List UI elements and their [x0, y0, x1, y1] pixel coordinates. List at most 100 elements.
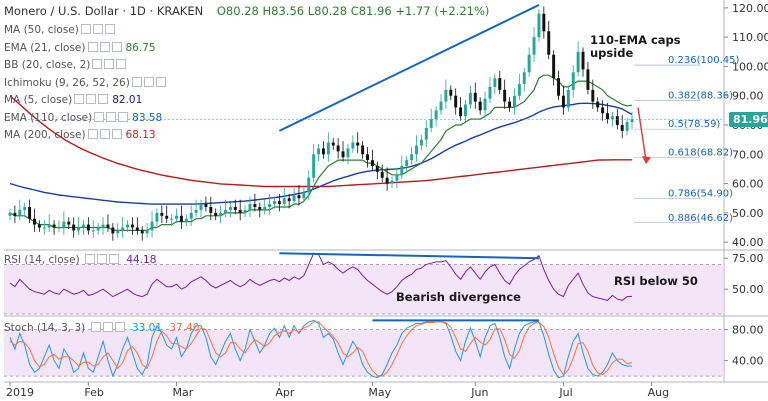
- close-icon[interactable]: [118, 111, 129, 122]
- interval-label[interactable]: 1D: [129, 4, 146, 18]
- candle-body: [370, 160, 374, 166]
- settings-icon[interactable]: [143, 76, 154, 87]
- settings-icon[interactable]: [99, 41, 110, 52]
- candle-body: [439, 101, 443, 111]
- candle-body: [601, 107, 605, 114]
- eye-icon[interactable]: [97, 254, 108, 264]
- close-icon[interactable]: [111, 41, 122, 52]
- candle-body: [615, 116, 619, 125]
- legend-row[interactable]: MA (50, close): [4, 24, 115, 36]
- time-tick-label: May: [368, 386, 391, 399]
- candle-body: [454, 95, 458, 108]
- rsi-tick-label: 75.00: [732, 252, 764, 265]
- close-icon[interactable]: [104, 24, 115, 34]
- candle-body: [552, 54, 556, 79]
- legend-label: Ichimoku (9, 26, 52, 26): [4, 76, 130, 89]
- settings-icon[interactable]: [106, 111, 117, 122]
- candle-body: [96, 227, 100, 231]
- candle-body: [512, 95, 516, 108]
- candle-body: [576, 51, 580, 73]
- eye-icon[interactable]: [94, 111, 105, 122]
- candlesticks: [8, 6, 634, 241]
- legend-label: MA (50, close): [4, 24, 79, 36]
- settings-icon[interactable]: [90, 322, 101, 332]
- legend-row[interactable]: Ichimoku (9, 26, 52, 26): [4, 76, 166, 89]
- candle-body: [282, 198, 286, 205]
- candle-body: [233, 207, 237, 210]
- close-icon[interactable]: [111, 129, 122, 139]
- symbol-title[interactable]: Monero / U.S. Dollar · 1D · KRAKEN: [4, 4, 204, 18]
- eye-icon[interactable]: [80, 24, 91, 34]
- stoch-k-line: [9, 319, 633, 379]
- close-icon[interactable]: [155, 76, 166, 87]
- candle-body: [253, 204, 257, 207]
- candle-body: [18, 209, 22, 216]
- candle-body: [258, 207, 262, 210]
- candle-body: [503, 89, 507, 102]
- legend-value: 68.13: [125, 129, 156, 141]
- candle-body: [395, 174, 399, 181]
- candle-body: [47, 224, 51, 228]
- eye-icon[interactable]: [87, 41, 98, 52]
- indicator-bands: [4, 263, 724, 377]
- stoch-band: [4, 329, 724, 377]
- close-icon[interactable]: [116, 59, 127, 69]
- settings-icon[interactable]: [99, 129, 110, 139]
- candle-body: [165, 215, 169, 219]
- fib-level-label: 0.618(68.82): [668, 148, 733, 159]
- candle-body: [464, 104, 467, 117]
- candle-body: [81, 224, 85, 228]
- stoch-d-value: 37.40: [169, 322, 200, 334]
- candle-body: [135, 227, 139, 231]
- candle-body: [351, 142, 355, 149]
- settings-icon[interactable]: [85, 254, 96, 264]
- candle-body: [8, 212, 12, 216]
- close-icon[interactable]: [98, 94, 109, 104]
- candle-body: [307, 177, 311, 193]
- settings-icon[interactable]: [92, 24, 103, 34]
- time-tick-label: 2019: [6, 386, 34, 399]
- candle-body: [326, 142, 330, 155]
- eye-icon[interactable]: [87, 129, 98, 139]
- price-tick-label: 60.00: [732, 178, 764, 191]
- close-icon[interactable]: [109, 254, 120, 264]
- candle-body: [434, 110, 438, 120]
- candle-body: [238, 209, 242, 213]
- candle-body: [77, 227, 81, 231]
- candle-body: [356, 142, 360, 146]
- candle-body: [126, 224, 130, 228]
- rsi-band: [4, 264, 724, 314]
- exchange-label: KRAKEN: [156, 4, 204, 18]
- rsi-line: [9, 252, 633, 301]
- legend-row[interactable]: EMA (21, close) 86.75: [4, 41, 156, 54]
- candle-body: [179, 215, 183, 222]
- legend-row[interactable]: MA (5, close) 82.01: [4, 94, 142, 106]
- candle-body: [424, 127, 428, 140]
- eye-icon[interactable]: [131, 76, 142, 87]
- stoch-d-line: [9, 321, 633, 377]
- candle-body: [145, 230, 149, 234]
- legend-row[interactable]: BB (20, close, 2): [4, 59, 127, 71]
- close-icon[interactable]: [114, 322, 125, 332]
- settings-icon[interactable]: [104, 59, 115, 69]
- candle-body: [620, 125, 624, 131]
- candle-body: [199, 204, 203, 210]
- settings-icon[interactable]: [86, 94, 97, 104]
- legend-row[interactable]: EMA (110, close) 83.58: [4, 111, 162, 124]
- candle-body: [243, 209, 247, 213]
- eye-icon[interactable]: [92, 59, 103, 69]
- eye-icon[interactable]: [102, 322, 113, 332]
- candle-body: [317, 148, 321, 155]
- candle-body: [248, 204, 252, 210]
- eye-icon[interactable]: [74, 94, 85, 104]
- candle-body: [400, 166, 404, 175]
- price-tick-label: 100.00: [732, 60, 768, 73]
- rsi-below-annotation: RSI below 50: [614, 274, 698, 288]
- ema110-line: [9, 102, 633, 205]
- candle-body: [630, 119, 634, 123]
- candle-body: [336, 145, 340, 152]
- legend-row[interactable]: MA (200, close) 68.13: [4, 129, 156, 141]
- down-arrow-head-icon: [642, 156, 651, 165]
- candle-body: [380, 171, 384, 178]
